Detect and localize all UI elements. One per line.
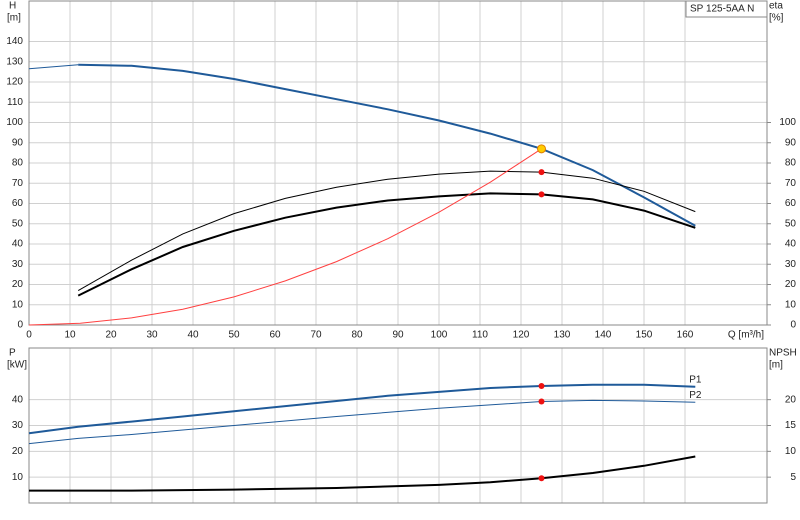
series-line [28, 383, 696, 435]
y-tick-label: 90 [12, 137, 24, 148]
y-tick-label: 40 [12, 239, 24, 250]
x-tick-label: 50 [228, 330, 240, 341]
x-tick-label: 100 [431, 330, 448, 341]
y2-tick-label: 30 [785, 259, 797, 270]
y-axis-label: H [9, 1, 16, 12]
series-line [29, 455, 696, 492]
y-tick-label: 80 [12, 158, 24, 169]
y-tick-label: 40 [12, 394, 24, 405]
y2-tick-label: 50 [785, 218, 797, 229]
y-tick-label: 140 [6, 36, 23, 47]
y-tick-label: 120 [6, 77, 23, 88]
y-tick-label: 50 [12, 218, 24, 229]
series-line [78, 63, 696, 227]
x-tick-label: 0 [26, 330, 32, 341]
x-tick-label: 70 [310, 330, 322, 341]
y2-tick-label: 0 [790, 320, 796, 331]
y-tick-label: 60 [12, 198, 24, 209]
x-tick-label: 90 [392, 330, 404, 341]
series-line [28, 64, 79, 70]
plot-frame [28, 0, 768, 326]
y-tick-label: 130 [6, 56, 23, 67]
series-line [77, 170, 696, 292]
y2-tick-label: 80 [785, 158, 797, 169]
operating-point [538, 398, 545, 405]
x-tick-label: 20 [105, 330, 117, 341]
y-tick-label: 20 [12, 279, 24, 290]
x-tick-label: 30 [146, 330, 158, 341]
y-tick-label: 30 [12, 420, 24, 431]
y-tick-label: 20 [12, 446, 24, 457]
y2-axis-label: eta [769, 1, 783, 12]
operating-point [538, 191, 545, 198]
series-line [28, 399, 696, 445]
y2-tick-label: 70 [785, 178, 797, 189]
y-tick-label: 70 [12, 178, 24, 189]
y-axis-label: P [9, 348, 16, 359]
operating-point [537, 144, 546, 154]
y-tick-label: 10 [12, 472, 24, 483]
series-label: P1 [689, 374, 702, 385]
plot-frame [28, 347, 768, 504]
y2-axis-label: NPSH [769, 348, 797, 359]
x-tick-label: 150 [636, 330, 653, 341]
y-axis-unit: [m] [7, 13, 21, 24]
y2-tick-label: 90 [785, 137, 797, 148]
y2-tick-label: 40 [785, 239, 797, 250]
y2-tick-label: 20 [785, 279, 797, 290]
x-tick-label: 130 [554, 330, 571, 341]
title-box [685, 0, 768, 18]
y2-tick-label: 5 [790, 472, 796, 483]
x-tick-label: 110 [472, 330, 488, 341]
operating-point [538, 169, 545, 176]
x-tick-label: 60 [269, 330, 281, 341]
series-line [77, 192, 696, 297]
y-tick-label: 30 [12, 259, 24, 270]
y2-tick-label: 10 [785, 299, 797, 310]
x-tick-label: 40 [187, 330, 199, 341]
x-axis-label: Q [m³/h] [728, 330, 764, 341]
x-tick-label: 10 [64, 330, 76, 341]
series-label: P2 [689, 390, 702, 401]
x-tick-label: 160 [677, 330, 694, 341]
y-tick-label: 10 [12, 299, 24, 310]
y-tick-label: 0 [17, 320, 23, 331]
y2-tick-label: 10 [785, 446, 797, 457]
y2-axis-unit: [m] [769, 360, 783, 371]
chart-title: SP 125-5AA N [690, 4, 754, 15]
x-tick-label: 120 [513, 330, 530, 341]
y2-tick-label: 60 [785, 198, 797, 209]
operating-point [538, 382, 545, 389]
y-axis-unit: [kW] [7, 360, 27, 371]
x-tick-label: 140 [595, 330, 612, 341]
operating-point [538, 475, 545, 482]
y-tick-label: 100 [6, 117, 23, 128]
y2-tick-label: 15 [785, 420, 797, 431]
y-tick-label: 110 [7, 97, 23, 108]
y2-axis-unit: [%] [769, 13, 784, 24]
y2-tick-label: 100 [779, 117, 796, 128]
y2-tick-label: 20 [785, 394, 797, 405]
series-line [28, 148, 542, 326]
x-tick-label: 80 [351, 330, 363, 341]
